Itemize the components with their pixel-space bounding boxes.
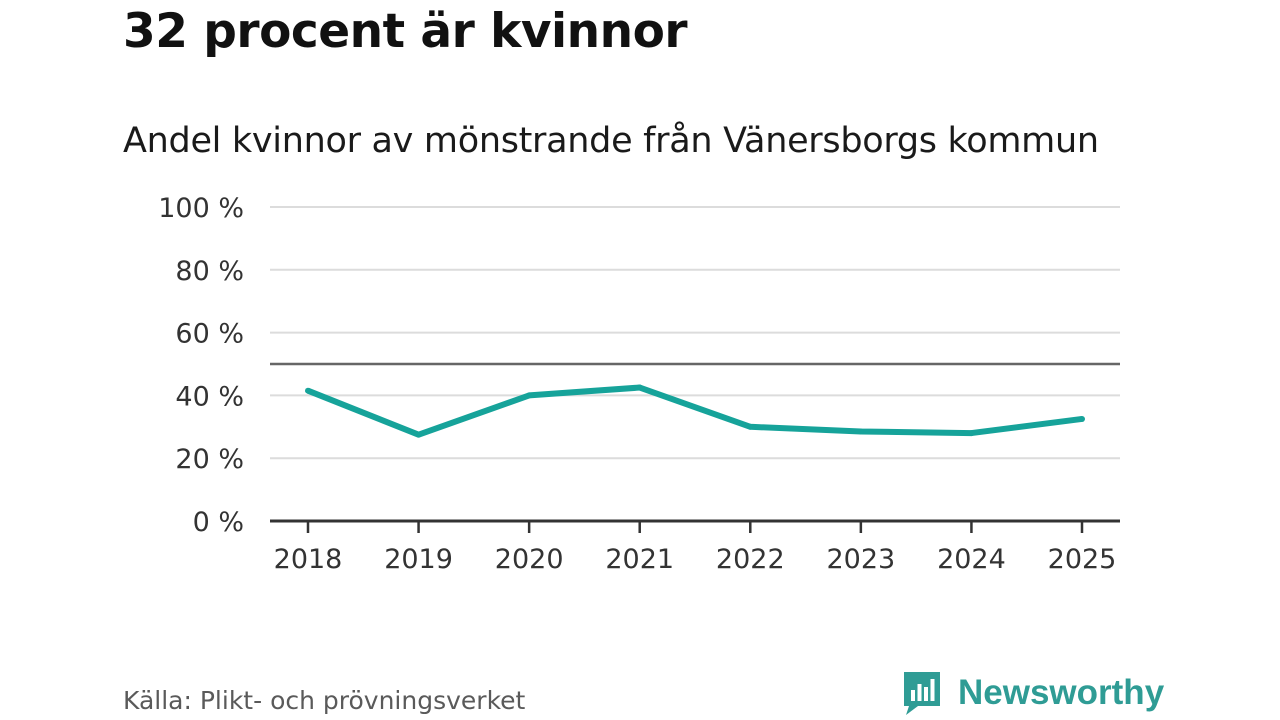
data-point (1079, 415, 1085, 422)
data-point (415, 431, 422, 438)
data-point (305, 387, 311, 394)
brand-logo: Newsworthy (902, 670, 1164, 716)
data-point (636, 384, 643, 391)
x-tick-label: 2022 (716, 544, 785, 575)
brand-name: Newsworthy (958, 673, 1165, 712)
x-tick-label: 2019 (384, 544, 453, 575)
x-tick-label: 2018 (274, 544, 343, 575)
data-point (747, 423, 754, 430)
y-tick-label: 100 % (158, 193, 244, 224)
source-note: Källa: Plikt- och prövningsverket (123, 686, 526, 715)
y-tick-label: 80 % (175, 256, 244, 287)
data-point (968, 430, 975, 437)
y-tick-label: 60 % (175, 319, 244, 350)
x-tick-label: 2024 (937, 544, 1006, 575)
x-tick-label: 2021 (605, 544, 674, 575)
newsworthy-logo-icon (904, 672, 940, 715)
series-line (306, 384, 1083, 438)
x-tick-label: 2023 (826, 544, 895, 575)
chart-subtitle: Andel kvinnor av mönstrande från Vänersb… (123, 121, 1099, 161)
gridlines (270, 206, 1120, 460)
data-point (526, 392, 533, 399)
x-axis-labels: 2018 2019 2020 2021 2022 2023 2024 2025 (274, 544, 1117, 575)
y-tick-label: 20 % (175, 444, 244, 475)
x-axis (270, 519, 1120, 533)
x-tick-label: 2025 (1048, 544, 1117, 575)
y-axis-labels: 0 % 20 % 40 % 60 % 80 % 100 % (158, 193, 244, 538)
data-point (857, 428, 864, 435)
y-tick-label: 0 % (193, 507, 244, 538)
x-tick-label: 2020 (495, 544, 564, 575)
y-tick-label: 40 % (175, 381, 244, 412)
series-layer (305, 384, 1085, 438)
chart-title: 32 procent är kvinnor (123, 4, 688, 59)
